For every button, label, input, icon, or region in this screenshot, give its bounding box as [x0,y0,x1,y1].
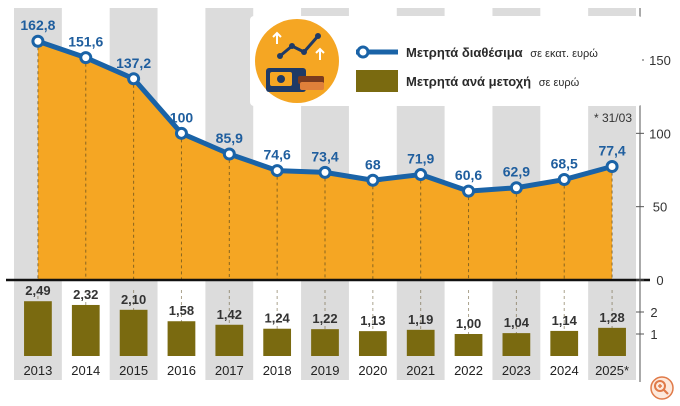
y-tick-label-100: 100 [649,126,671,141]
per-share-bar-2017 [215,324,244,356]
cash-label-2023: 62,9 [503,164,530,180]
legend-box [250,16,642,106]
cash-label-2024: 68,5 [551,156,578,172]
cash-label-2018: 74,6 [264,147,291,163]
x-tick-label-2023: 2023 [502,363,531,378]
per-share-label-2022: 1,00 [456,316,481,331]
per-share-bar-2016 [167,321,196,356]
per-share-label-2016: 1,58 [169,303,194,318]
y-tick-label-150: 150 [649,53,671,68]
cash-point-2017 [222,147,236,161]
cash-point-2018 [270,164,284,178]
per-share-label-2013: 2,49 [25,283,50,298]
cash-point-2016 [174,126,188,140]
per-share-bar-2025* [598,327,626,356]
cash-label-2013: 162,8 [20,17,55,33]
x-tick-label-2013: 2013 [23,363,52,378]
date-annotation: * 31/03 [594,111,632,125]
per-share-label-2021: 1,19 [408,312,433,327]
per-share-bar-2023 [502,333,531,356]
cash-point-2023 [509,181,523,195]
per-share-label-2025*: 1,28 [599,310,624,325]
per-share-bar-2020 [358,331,387,356]
per-share-bars-layer [24,301,626,356]
per-share-label-2014: 2,32 [73,287,98,302]
cash-label-2019: 73,4 [311,148,338,164]
x-tick-label-2022: 2022 [454,363,483,378]
legend-line-marker [356,45,370,59]
legend-bar-label: Μετρητά ανά μετοχή σε ευρώ [406,74,580,89]
cash-label-2022: 60,6 [455,167,482,183]
legend-line-label: Μετρητά διαθέσιμα σε εκατ. ευρώ [406,45,598,60]
cash-point-2019 [318,165,332,179]
per-share-bar-2014 [71,304,100,356]
x-tick-label-2017: 2017 [215,363,244,378]
x-tick-label-2015: 2015 [119,363,148,378]
bar-y-tick-label-2: 2 [650,305,657,320]
cash-label-2025*: 77,4 [598,142,625,158]
per-share-label-2015: 2,10 [121,292,146,307]
per-share-bar-2021 [406,329,435,356]
money-chart-icon [255,19,339,103]
cash-point-2020 [366,173,380,187]
cash-label-2016: 100 [170,109,194,125]
x-tick-label-2018: 2018 [263,363,292,378]
per-share-label-2020: 1,13 [360,313,385,328]
cash-label-2015: 137,2 [116,55,151,71]
axes: 0 50 100 150 1 2 [6,8,671,382]
y-tick-label-0: 0 [656,273,663,288]
legend-bar-swatch [356,70,398,92]
per-share-bar-2015 [119,309,148,356]
cash-point-2024 [557,173,571,187]
per-share-bar-2024 [550,330,579,356]
x-tick-label-2025*: 2025* [595,363,629,378]
per-share-bar-2022 [454,334,483,356]
x-tick-label-2019: 2019 [311,363,340,378]
cash-label-2017: 85,9 [216,130,243,146]
legend: Μετρητά διαθέσιμα σε εκατ. ευρώ Μετρητά … [250,16,642,106]
cash-label-2021: 71,9 [407,151,434,167]
cash-point-2021 [414,168,428,182]
cash-label-2020: 68 [365,156,381,172]
cash-point-2022 [462,184,476,198]
per-share-bar-2013 [24,301,52,356]
x-tick-label-2021: 2021 [406,363,435,378]
x-tick-label-2016: 2016 [167,363,196,378]
cash-label-2014: 151,6 [68,34,103,50]
bar-y-tick-label-1: 1 [650,327,657,342]
per-share-label-2017: 1,42 [217,307,242,322]
cash-point-2014 [79,51,93,65]
data-labels-layer: 162,8 151,6 137,2 100 85,9 74,6 73,4 68 71,9 60,6… [20,17,626,331]
per-share-label-2024: 1,14 [552,313,578,328]
per-share-label-2019: 1,22 [312,311,337,326]
per-share-bar-2019 [311,329,339,356]
zoom-button[interactable] [650,376,674,400]
cash-point-2013 [31,34,45,48]
cash-line-layer [31,34,619,198]
x-tick-label-2020: 2020 [358,363,387,378]
x-tick-label-2014: 2014 [71,363,100,378]
x-tick-labels: 2013 2014 2015 2016 2017 2018 2019 2020 2021 2022… [23,363,629,378]
y-tick-label-50: 50 [653,200,667,215]
per-share-bar-2018 [263,328,292,356]
zoom-icon [654,380,666,392]
per-share-label-2023: 1,04 [504,315,530,330]
cash-point-2015 [127,72,141,86]
per-share-label-2018: 1,24 [264,311,290,326]
cash-point-2025* [605,159,619,173]
x-tick-label-2024: 2024 [550,363,579,378]
vertical-gridlines [37,41,613,356]
